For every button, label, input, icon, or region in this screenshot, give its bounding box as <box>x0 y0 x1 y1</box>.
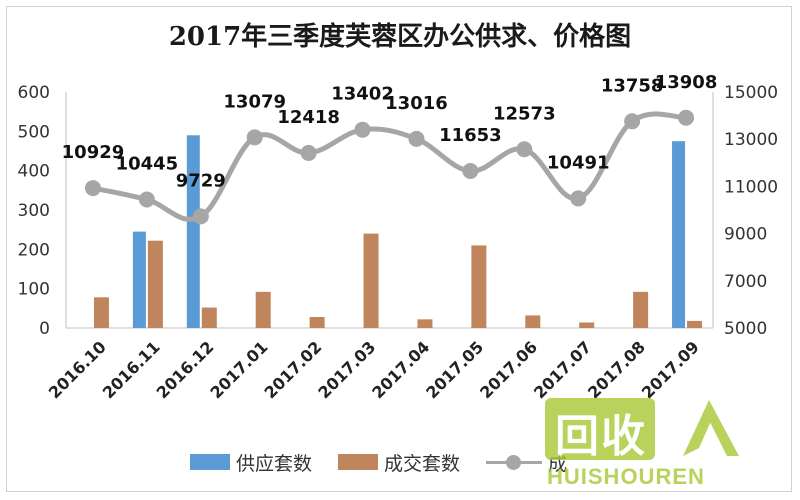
legend-label-supply: 供应套数 <box>236 452 313 475</box>
bar-deals <box>633 291 649 328</box>
watermark-cn: 回收 <box>555 411 647 462</box>
bar-deals <box>255 291 271 328</box>
x-tick-label: 2017.02 <box>260 337 325 402</box>
x-tick-label: 2016.12 <box>153 337 218 402</box>
price-point <box>192 208 209 225</box>
x-tick-label: 2016.10 <box>45 337 110 402</box>
bar-deals <box>579 322 595 328</box>
y-left-tick-label: 200 <box>18 240 50 260</box>
legend-item-supply: 供应套数 <box>190 449 312 476</box>
price-data-label: 13079 <box>223 91 286 112</box>
bar-supply <box>672 141 686 328</box>
y-left-tick-label: 500 <box>18 122 50 142</box>
bar-deals <box>363 233 379 328</box>
price-data-label: 13402 <box>331 84 394 105</box>
y-right-tick-label: 11000 <box>724 177 778 197</box>
y-right-tick-label: 13000 <box>724 130 778 150</box>
y-left-tick-label: 100 <box>18 280 50 300</box>
y-left-tick-label: 300 <box>18 201 50 221</box>
price-data-label: 13908 <box>655 72 718 93</box>
bar-supply <box>186 135 200 328</box>
bar-deals <box>525 315 541 328</box>
price-point <box>138 191 155 208</box>
bar-supply <box>132 231 146 328</box>
bar-deals <box>309 316 325 328</box>
price-point <box>570 190 587 207</box>
legend-item-deals: 成交套数 <box>338 449 460 476</box>
legend-swatch-supply <box>190 454 230 470</box>
chart-title: 2017年三季度芙蓉区办公供求、价格图 <box>168 22 632 52</box>
y-right-tick-label: 7000 <box>724 272 767 292</box>
y-left-tick-label: 400 <box>18 162 50 182</box>
price-data-label: 12573 <box>493 103 556 124</box>
bar-deals <box>687 320 703 328</box>
x-tick-label: 2017.06 <box>476 337 541 402</box>
watermark-en: HUISHOUREN <box>547 464 705 489</box>
price-point <box>246 129 263 146</box>
bar-deals <box>147 240 163 328</box>
bar-deals <box>93 297 109 328</box>
bar-deals <box>417 319 433 328</box>
legend-swatch-price <box>486 454 543 470</box>
x-tick-label: 2017.05 <box>422 337 487 402</box>
price-point <box>678 109 695 126</box>
x-tick-label: 2017.04 <box>368 337 433 402</box>
price-data-label: 9729 <box>176 170 226 191</box>
price-data-label: 13758 <box>601 75 664 96</box>
price-point <box>516 141 533 158</box>
price-point <box>300 144 317 161</box>
x-tick-label: 2017.03 <box>314 337 379 402</box>
y-right-tick-label: 9000 <box>724 225 767 245</box>
legend-label-deals: 成交套数 <box>384 452 461 475</box>
price-data-label: 10491 <box>547 152 610 173</box>
watermark-box <box>545 398 655 460</box>
price-data-label: 13016 <box>385 93 448 114</box>
price-point <box>624 113 641 130</box>
price-point <box>354 121 371 138</box>
y-left-tick-label: 600 <box>18 83 50 103</box>
y-right-tick-label: 15000 <box>724 83 778 103</box>
y-left-tick-label: 0 <box>39 319 50 339</box>
price-data-label: 10929 <box>62 142 125 163</box>
x-tick-label: 2017.01 <box>207 337 272 402</box>
price-data-label: 12418 <box>277 107 340 128</box>
x-tick-label: 2016.11 <box>99 337 164 402</box>
price-data-label: 10445 <box>116 153 179 174</box>
y-right-tick-label: 5000 <box>724 319 767 339</box>
watermark-logo: 回收 HUISHOUREN <box>545 392 780 492</box>
price-point <box>84 180 101 197</box>
legend: 供应套数 成交套数 成 <box>190 448 567 476</box>
bar-deals <box>471 245 487 328</box>
watermark-leaf-icon <box>683 400 739 456</box>
legend-swatch-deals <box>338 454 379 470</box>
price-data-label: 11653 <box>439 125 502 146</box>
price-point <box>462 162 479 179</box>
price-point <box>408 130 425 147</box>
bar-deals <box>201 307 217 328</box>
